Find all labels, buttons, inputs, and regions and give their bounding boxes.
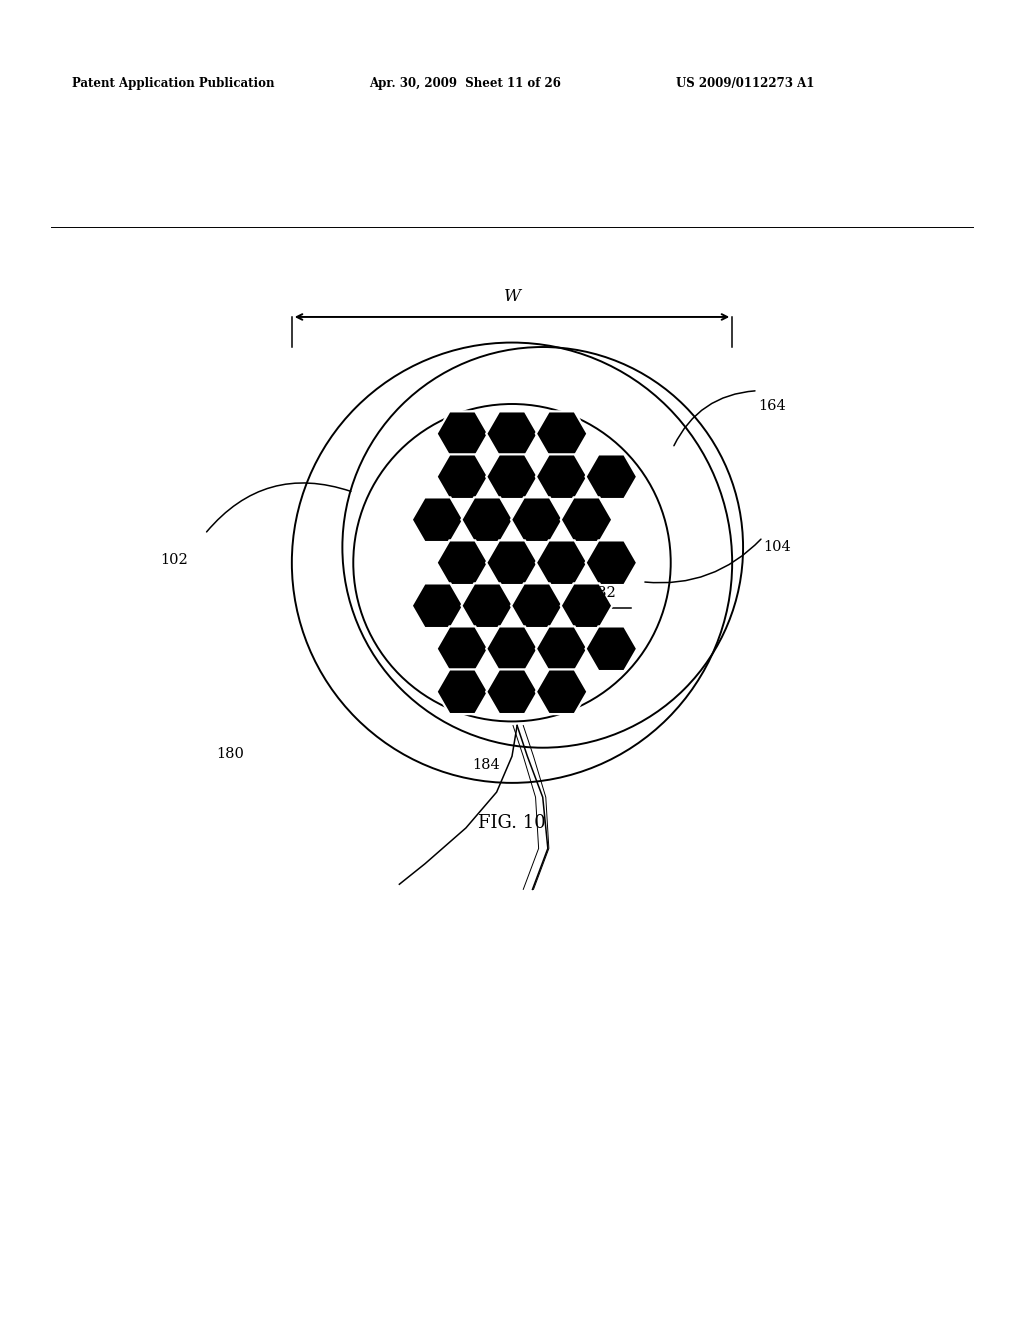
Text: 104: 104	[763, 540, 791, 554]
Polygon shape	[511, 583, 562, 628]
Polygon shape	[436, 454, 488, 499]
Polygon shape	[536, 454, 588, 499]
Polygon shape	[412, 583, 463, 628]
Text: 102: 102	[160, 553, 188, 566]
Polygon shape	[486, 454, 538, 499]
Text: FIG. 10: FIG. 10	[478, 814, 546, 832]
Polygon shape	[486, 412, 538, 455]
Text: 164: 164	[758, 399, 785, 413]
Polygon shape	[436, 669, 488, 714]
Text: 182: 182	[588, 586, 615, 601]
Polygon shape	[412, 498, 463, 543]
Text: US 2009/0112273 A1: US 2009/0112273 A1	[676, 77, 814, 90]
Text: Apr. 30, 2009  Sheet 11 of 26: Apr. 30, 2009 Sheet 11 of 26	[369, 77, 560, 90]
Polygon shape	[486, 540, 538, 585]
Polygon shape	[462, 498, 513, 543]
Polygon shape	[536, 412, 588, 455]
Polygon shape	[436, 412, 488, 455]
Polygon shape	[486, 627, 538, 671]
Polygon shape	[536, 540, 588, 585]
Polygon shape	[586, 454, 637, 499]
Polygon shape	[511, 498, 562, 543]
Text: 180: 180	[216, 747, 245, 762]
Polygon shape	[561, 498, 612, 543]
Polygon shape	[436, 540, 488, 585]
Polygon shape	[436, 627, 488, 671]
Polygon shape	[462, 583, 513, 628]
Polygon shape	[486, 669, 538, 714]
Polygon shape	[536, 669, 588, 714]
Polygon shape	[561, 583, 612, 628]
Polygon shape	[586, 627, 637, 671]
Polygon shape	[536, 627, 588, 671]
Polygon shape	[586, 540, 637, 585]
Text: Patent Application Publication: Patent Application Publication	[72, 77, 274, 90]
Text: W: W	[504, 288, 520, 305]
Text: 184: 184	[472, 759, 501, 772]
